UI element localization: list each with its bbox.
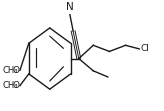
- Text: CH₃: CH₃: [2, 66, 18, 75]
- Text: CH₃: CH₃: [2, 81, 18, 90]
- Text: Cl: Cl: [141, 44, 150, 53]
- Text: O: O: [13, 66, 20, 75]
- Text: N: N: [66, 2, 74, 12]
- Text: O: O: [13, 81, 20, 90]
